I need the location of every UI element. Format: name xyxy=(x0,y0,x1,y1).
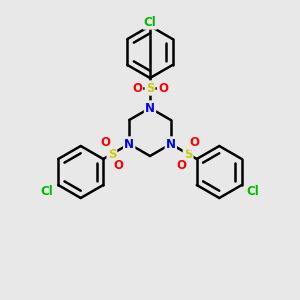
Text: O: O xyxy=(158,82,168,94)
Text: N: N xyxy=(124,137,134,151)
Text: O: O xyxy=(177,159,187,172)
Text: Cl: Cl xyxy=(144,16,156,28)
Text: N: N xyxy=(145,101,155,115)
Text: O: O xyxy=(113,159,123,172)
Text: N: N xyxy=(166,137,176,151)
Text: O: O xyxy=(190,136,200,149)
Text: S: S xyxy=(108,148,116,160)
Text: O: O xyxy=(100,136,110,149)
Text: O: O xyxy=(132,82,142,94)
Text: S: S xyxy=(146,82,154,94)
Text: Cl: Cl xyxy=(40,185,53,198)
Text: Cl: Cl xyxy=(247,185,260,198)
Text: S: S xyxy=(184,148,192,160)
